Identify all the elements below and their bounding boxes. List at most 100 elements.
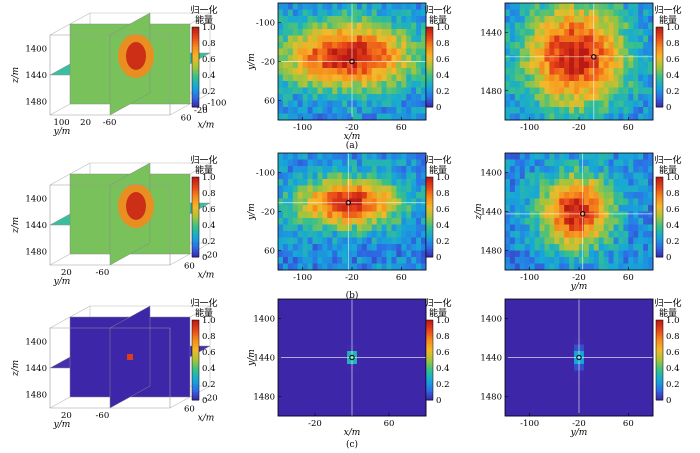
heat-cell: [347, 42, 353, 49]
heat-cell: [574, 312, 580, 319]
colorbar-swatch: [656, 382, 663, 385]
colorbar-swatch: [656, 183, 663, 186]
heat-cell: [337, 205, 343, 212]
heat-cell: [633, 344, 639, 352]
heat-cell: [396, 153, 402, 160]
heat-cell: [593, 29, 600, 36]
heat-cell: [287, 338, 294, 345]
heat-cell: [514, 344, 521, 352]
heat-cell: [628, 192, 634, 199]
heat-cell: [327, 68, 333, 75]
heat-cell: [638, 74, 644, 82]
heat-cell: [356, 305, 363, 313]
heat-cell: [588, 87, 595, 95]
heat-cell: [287, 81, 294, 88]
heat-cell: [376, 244, 382, 251]
heat-cell: [371, 94, 378, 101]
heat-cell: [332, 192, 338, 199]
colorbar-swatch: [192, 386, 199, 389]
heat-cell: [307, 166, 313, 173]
heat-cell: [574, 257, 580, 264]
heat-cell: [401, 107, 407, 114]
heat-cell: [342, 257, 348, 264]
heat-cell: [342, 364, 348, 371]
heat-cell: [332, 312, 338, 319]
heat-cell: [534, 250, 540, 258]
colorbar-title: 归一化: [190, 297, 217, 309]
heat-cell: [421, 16, 427, 23]
heat-cell: [282, 81, 289, 88]
heat-cell: [549, 55, 555, 62]
heat-cell: [574, 211, 580, 219]
heat-cell: [554, 305, 560, 313]
colorbar-title: 能量: [659, 164, 677, 176]
heat-cell: [524, 257, 531, 264]
heat-cell: [613, 9, 619, 17]
heat-cell: [371, 231, 378, 238]
heat-cell: [416, 344, 422, 352]
heat-cell: [416, 172, 422, 180]
heat-cell: [608, 198, 614, 206]
heat-cell: [588, 107, 595, 114]
heat-cell: [391, 185, 397, 193]
heat-cell: [514, 244, 521, 251]
heat-cell: [544, 403, 550, 410]
heat-cell: [608, 9, 614, 17]
heat-cell: [337, 100, 343, 108]
heat-cell: [302, 263, 308, 271]
heat-cell: [381, 55, 387, 62]
heat-cell: [643, 192, 649, 199]
y-axis-label: y/m: [247, 349, 257, 367]
heat-cell: [559, 331, 565, 339]
heat-cell: [549, 35, 555, 43]
heat-cell: [401, 22, 407, 30]
heat-cell: [366, 29, 373, 36]
heat-cell: [352, 68, 358, 75]
heat-cell: [559, 403, 565, 410]
heat-cell: [327, 87, 333, 95]
heat-cell: [342, 351, 348, 358]
heat-cell: [569, 377, 575, 384]
heat-cell: [312, 48, 318, 56]
colorbar-swatch: [192, 47, 199, 50]
heat-cell: [623, 211, 629, 219]
heat-cell: [648, 325, 654, 332]
heat-cell: [307, 205, 313, 212]
heat-cell: [361, 231, 368, 238]
heat-cell: [564, 364, 570, 371]
heat-cell: [608, 299, 614, 306]
heat-cell: [539, 237, 545, 245]
heat-cell: [608, 263, 614, 271]
heat-cell: [648, 172, 654, 180]
heat-cell: [421, 107, 427, 114]
heat-cell: [401, 377, 407, 384]
heat-cell: [302, 185, 308, 193]
heat-cell: [292, 218, 299, 225]
heat-cell: [613, 159, 619, 167]
colorbar-swatch: [656, 243, 663, 246]
heat-cell: [509, 48, 516, 56]
heat-cell: [618, 100, 624, 108]
heat-cell: [603, 192, 609, 199]
heat-cell: [327, 94, 333, 101]
colorbar-swatch: [426, 195, 433, 198]
heat-cell: [574, 250, 580, 258]
heat-cell: [608, 205, 614, 212]
heat-cell: [292, 409, 299, 417]
heat-cell: [302, 29, 308, 36]
heat-cell: [337, 250, 343, 258]
heat-cell: [559, 22, 565, 30]
heat-cell: [416, 42, 422, 49]
heat-cell: [574, 396, 580, 404]
colorbar-swatch: [192, 101, 199, 104]
heat-cell: [332, 409, 338, 417]
heat-cell: [603, 396, 609, 404]
heat-cell: [342, 9, 348, 17]
colorbar-swatch: [656, 392, 663, 395]
colorbar-swatch: [426, 207, 433, 210]
colorbar-swatch: [426, 231, 433, 234]
heat-cell: [332, 299, 338, 306]
heat-cell: [559, 205, 565, 212]
heat-cell: [356, 231, 363, 238]
heat-cell: [361, 172, 368, 180]
